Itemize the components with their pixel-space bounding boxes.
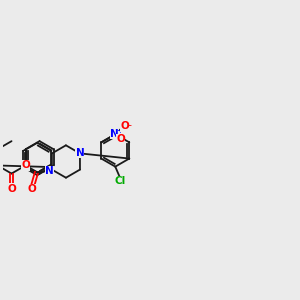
Text: O: O [120,122,129,131]
Text: Cl: Cl [114,176,125,186]
Text: -: - [128,120,131,130]
Text: O: O [28,184,36,194]
Text: +: + [116,126,123,135]
Text: O: O [116,134,125,144]
Text: O: O [7,184,16,194]
Text: O: O [21,160,30,170]
Text: N: N [76,148,84,158]
Text: N: N [110,129,119,139]
Text: N: N [45,166,54,176]
